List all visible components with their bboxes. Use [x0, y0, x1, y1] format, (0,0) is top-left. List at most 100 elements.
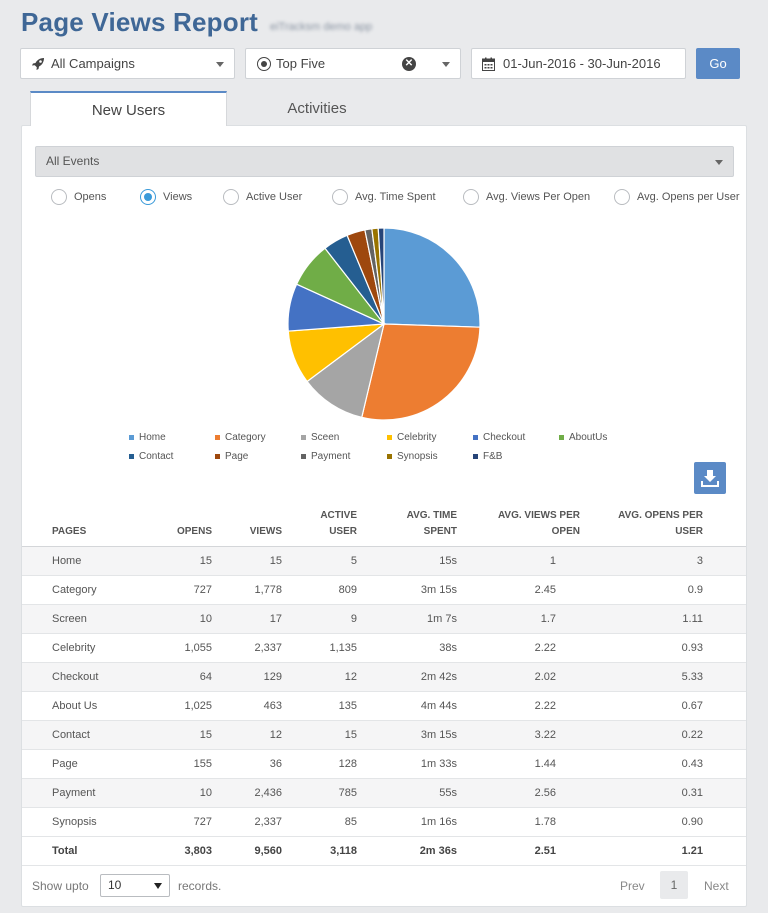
cell-avg-opens-per-user: 1.11 [580, 604, 746, 634]
col-header-views[interactable]: VIEWS [212, 502, 282, 547]
legend-label: Payment [311, 451, 351, 462]
cell-avg-time-spent: 38s [357, 633, 457, 663]
legend-item-synopsis[interactable]: Synopsis [387, 451, 438, 462]
legend-label: F&B [483, 451, 503, 462]
table-row: Home 15 15 5 15s 1 3 [22, 546, 746, 576]
radio-icon [51, 189, 67, 205]
cell-views: 9,560 [212, 836, 282, 866]
prev-page-button[interactable]: Prev [620, 879, 645, 893]
tab-activities[interactable]: Activities [287, 100, 347, 117]
download-button[interactable] [694, 462, 726, 494]
chevron-down-icon [442, 62, 450, 67]
legend-swatch [559, 435, 564, 440]
cell-avg-time-spent: 15s [357, 546, 457, 576]
legend-item-sceen[interactable]: Sceen [301, 432, 339, 443]
radio-icon [463, 189, 479, 205]
metric-label: Avg. Views Per Open [486, 191, 591, 203]
page-subtitle: eiTracksm demo app [270, 21, 373, 33]
cell-avg-time-spent: 2m 36s [357, 836, 457, 866]
cell-avg-views-per-open: 1.78 [457, 807, 580, 837]
legend-item-celebrity[interactable]: Celebrity [387, 432, 436, 443]
cell-views: 1,778 [212, 575, 282, 605]
metric-radio-avg-opens-per-user[interactable]: Avg. Opens per User [614, 189, 740, 205]
date-range-picker[interactable]: 01-Jun-2016 - 30-Jun-2016 [471, 48, 686, 79]
cell-avg-time-spent: 3m 15s [357, 575, 457, 605]
legend-label: Celebrity [397, 432, 437, 443]
metric-radio-avg-time-spent[interactable]: Avg. Time Spent [332, 189, 436, 205]
table-row: Category 727 1,778 809 3m 15s 2.45 0.9 [22, 575, 746, 605]
col-header-opens[interactable]: OPENS [132, 502, 212, 547]
table-row: Celebrity 1,055 2,337 1,135 38s 2.22 0.93 [22, 633, 746, 663]
cell-views: 2,337 [212, 633, 282, 663]
clear-icon[interactable]: ✕ [402, 57, 416, 71]
top-select[interactable]: Top Five ✕ [245, 48, 461, 79]
table-row: Checkout 64 129 12 2m 42s 2.02 5.33 [22, 662, 746, 692]
pie-slice-home[interactable] [383, 227, 481, 328]
pie-slice-sceen[interactable] [306, 322, 385, 419]
cell-active-user: 3,118 [282, 836, 357, 866]
legend-item-page[interactable]: Page [215, 451, 248, 462]
page-number-button[interactable]: 1 [660, 871, 688, 899]
cell-avg-opens-per-user: 0.31 [580, 778, 746, 808]
legend-item-category[interactable]: Category [215, 432, 266, 443]
cell-avg-opens-per-user: 0.43 [580, 749, 746, 779]
cell-avg-opens-per-user: 3 [580, 546, 746, 576]
views-pie-chart [287, 227, 481, 421]
col-header-avg-views-per-open[interactable]: AVG. VIEWS PER OPEN [457, 502, 580, 547]
legend-label: Synopsis [397, 451, 438, 462]
records-label: records. [178, 879, 222, 893]
campaign-select[interactable]: All Campaigns [20, 48, 235, 79]
cell-page-name: Payment [22, 778, 132, 808]
legend-label: Contact [139, 451, 174, 462]
legend-item-checkout[interactable]: Checkout [473, 432, 525, 443]
legend-label: Home [139, 432, 166, 443]
cell-active-user: 5 [282, 546, 357, 576]
col-header-active-user[interactable]: ACTIVE USER [282, 502, 357, 547]
legend-label: Checkout [483, 432, 526, 443]
page-size-select[interactable]: 10 [100, 874, 170, 897]
next-page-button[interactable]: Next [704, 879, 729, 893]
metric-radio-views[interactable]: Views [140, 189, 192, 205]
cell-views: 2,436 [212, 778, 282, 808]
pie-slice-f-b[interactable] [377, 227, 385, 325]
legend-item-payment[interactable]: Payment [301, 451, 350, 462]
cell-active-user: 85 [282, 807, 357, 837]
metric-radio-avg-views-per-open[interactable]: Avg. Views Per Open [463, 189, 590, 205]
cell-avg-opens-per-user: 0.90 [580, 807, 746, 837]
go-button[interactable]: Go [696, 48, 740, 79]
calendar-icon [482, 57, 495, 71]
cell-views: 129 [212, 662, 282, 692]
legend-swatch [387, 454, 392, 459]
cell-opens: 1,055 [132, 633, 212, 663]
legend-label: Sceen [311, 432, 340, 443]
cell-avg-opens-per-user: 0.22 [580, 720, 746, 750]
chevron-down-icon [216, 62, 224, 67]
pie-slice-category[interactable] [361, 323, 481, 421]
cell-views: 36 [212, 749, 282, 779]
metric-radio-active-user[interactable]: Active User [223, 189, 302, 205]
events-select[interactable]: All Events [35, 146, 734, 177]
col-header-avg-time-spent[interactable]: AVG. TIME SPENT [357, 502, 457, 547]
cell-avg-time-spent: 1m 33s [357, 749, 457, 779]
target-icon [257, 57, 271, 71]
cell-page-name: Celebrity [22, 633, 132, 663]
pages-table: PAGES OPENS VIEWS ACTIVE USER AVG. TIME … [22, 502, 746, 866]
cell-active-user: 15 [282, 720, 357, 750]
cell-active-user: 135 [282, 691, 357, 721]
legend-item-aboutus[interactable]: AboutUs [559, 432, 607, 443]
table-row: Payment 10 2,436 785 55s 2.56 0.31 [22, 778, 746, 808]
cell-views: 463 [212, 691, 282, 721]
col-header-pages[interactable]: PAGES [22, 502, 132, 547]
legend-swatch [301, 454, 306, 459]
cell-page-name: Page [22, 749, 132, 779]
col-header-avg-opens-per-user[interactable]: AVG. OPENS PER USER [580, 502, 746, 547]
metric-label: Active User [246, 191, 303, 203]
cell-active-user: 12 [282, 662, 357, 692]
cell-avg-time-spent: 3m 15s [357, 720, 457, 750]
metric-label: Avg. Time Spent [355, 191, 436, 203]
legend-item-f-b[interactable]: F&B [473, 451, 502, 462]
legend-item-home[interactable]: Home [129, 432, 166, 443]
tab-new-users[interactable]: New Users [30, 91, 227, 126]
metric-radio-opens[interactable]: Opens [51, 189, 106, 205]
legend-item-contact[interactable]: Contact [129, 451, 173, 462]
